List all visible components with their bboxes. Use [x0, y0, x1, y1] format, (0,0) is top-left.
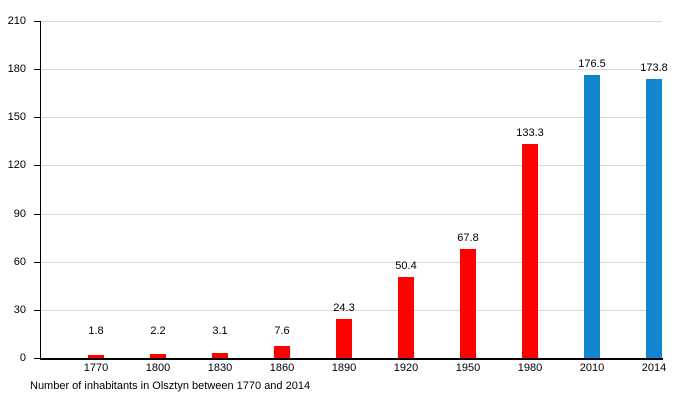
y-axis-tick-label-30: 30 [13, 304, 26, 316]
y-axis-tick-120 [34, 165, 40, 166]
gridline-210 [40, 21, 662, 22]
y-axis-tick-210 [34, 21, 40, 22]
bar-value-label-1980: 133.3 [516, 127, 544, 139]
y-axis-tick-label-90: 90 [13, 208, 26, 220]
y-axis-line [40, 21, 41, 359]
y-axis-tick-label-210: 210 [7, 15, 26, 27]
bar-value-label-2010: 176.5 [578, 58, 606, 70]
gridline-30 [40, 310, 662, 311]
x-axis-category-label-1920: 1920 [393, 362, 419, 374]
x-axis-category-label-1830: 1830 [207, 362, 233, 374]
bar-value-label-1920: 50.4 [395, 260, 417, 272]
x-axis-category-label-1860: 1860 [269, 362, 295, 374]
gridline-60 [40, 262, 662, 263]
x-axis-category-label-1980: 1980 [517, 362, 543, 374]
y-axis-tick-label-60: 60 [13, 256, 26, 268]
gridline-90 [40, 214, 662, 215]
y-axis-tick-label-120: 120 [7, 159, 26, 171]
bar-1830 [212, 353, 228, 358]
x-axis-category-label-2010: 2010 [579, 362, 605, 374]
x-axis-category-label-2014: 2014 [641, 362, 667, 374]
bar-1950 [460, 249, 476, 358]
x-axis-category-label-1950: 1950 [455, 362, 481, 374]
bar-value-label-1800: 2.2 [150, 325, 166, 337]
bar-1800 [150, 354, 166, 358]
bar-value-label-1860: 7.6 [274, 325, 290, 337]
bar-value-label-1950: 67.8 [457, 232, 479, 244]
chart-caption: Number of inhabitants in Olsztyn between… [30, 380, 311, 392]
x-axis-category-label-1800: 1800 [145, 362, 171, 374]
x-axis-line [40, 358, 663, 360]
x-axis-category-label-1890: 1890 [331, 362, 357, 374]
y-axis-tick-label-150: 150 [7, 111, 26, 123]
bar-2010 [584, 75, 600, 358]
gridline-150 [40, 117, 662, 118]
bar-1920 [398, 277, 414, 358]
gridline-120 [40, 165, 662, 166]
y-axis-tick-90 [34, 214, 40, 215]
bar-value-label-1770: 1.8 [88, 325, 104, 337]
bar-2014 [646, 79, 662, 358]
bar-1770 [88, 355, 104, 358]
y-axis-tick-180 [34, 69, 40, 70]
bar-value-label-2014: 173.8 [640, 62, 668, 74]
y-axis-tick-0 [34, 358, 40, 359]
y-axis-tick-150 [34, 117, 40, 118]
y-axis-tick-label-180: 180 [7, 63, 26, 75]
bar-value-label-1830: 3.1 [212, 325, 228, 337]
gridline-180 [40, 69, 662, 70]
y-axis-tick-60 [34, 262, 40, 263]
bar-1890 [336, 319, 352, 358]
x-axis-category-label-1770: 1770 [83, 362, 109, 374]
bar-1860 [274, 346, 290, 358]
y-axis-tick-30 [34, 310, 40, 311]
y-axis-tick-label-0: 0 [19, 352, 26, 364]
bar-1980 [522, 144, 538, 358]
bar-value-label-1890: 24.3 [333, 302, 355, 314]
